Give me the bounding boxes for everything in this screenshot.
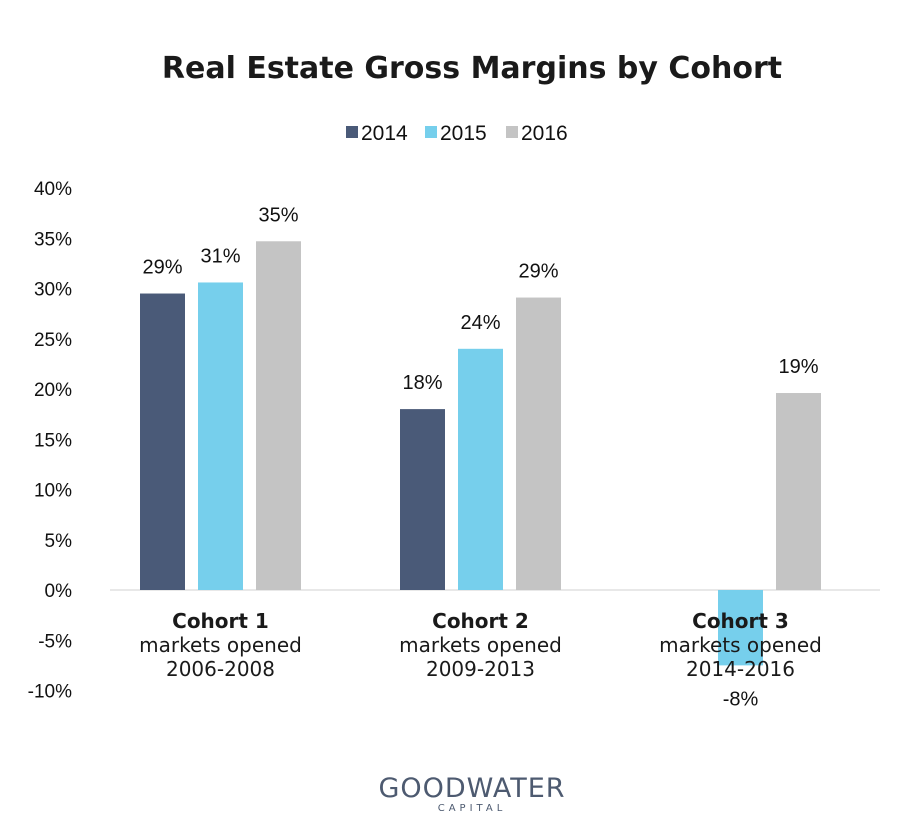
bars [140,241,821,666]
y-tick-label: 0% [45,581,73,602]
y-axis: 40% 35% 30% 25% 20% 15% 10% 5% 0% -5% -10% [28,179,72,703]
data-label: 24% [460,312,500,334]
data-label: 31% [200,245,240,267]
data-label: -8% [723,688,759,710]
category-name: Cohort 1 [172,609,269,633]
logo-subtext: CAPITAL [438,803,507,814]
legend-label-2015: 2015 [440,122,487,145]
bar-2016-cohort-1 [256,241,301,590]
y-tick-label: 15% [34,430,72,451]
data-label: 29% [518,261,558,283]
category-name: Cohort 3 [692,609,789,633]
bar-2015-cohort-1 [198,282,243,590]
data-label: 19% [778,356,818,378]
y-tick-label: 20% [34,380,72,401]
data-label: 35% [258,204,298,226]
data-label: 18% [402,372,442,394]
category-subtitle: markets opened [139,633,302,657]
y-tick-label: -10% [28,682,72,703]
data-labels: 29% 18% 31% 24% -8% 35% 29% 19% [142,204,818,710]
bar-2015-cohort-2 [458,348,503,590]
legend-swatch-2014 [346,126,358,138]
y-tick-label: 35% [34,229,72,250]
chart-title: Real Estate Gross Margins by Cohort [162,51,782,86]
category-name: Cohort 2 [432,609,529,633]
y-tick-label: 40% [34,179,72,200]
legend: 2014 2015 2016 [346,122,568,145]
legend-swatch-2016 [506,126,518,138]
category-subtitle: markets opened [399,633,562,657]
category-years: 2014-2016 [686,657,795,681]
y-tick-label: -5% [38,631,72,652]
logo-text: GOODWATER [378,773,565,804]
category-years: 2006-2008 [166,657,275,681]
bar-2014-cohort-2 [400,409,445,590]
goodwater-logo: GOODWATER CAPITAL [378,773,565,814]
y-tick-label: 5% [45,531,73,552]
bar-2016-cohort-2 [516,297,561,590]
legend-label-2016: 2016 [521,122,568,145]
y-tick-label: 25% [34,330,72,351]
y-tick-label: 30% [34,280,72,301]
legend-swatch-2015 [425,126,437,138]
data-label: 29% [142,257,182,279]
category-subtitle: markets opened [659,633,822,657]
bar-2016-cohort-3 [776,393,821,590]
y-tick-label: 10% [34,481,72,502]
bar-2014-cohort-1 [140,293,185,590]
category-years: 2009-2013 [426,657,535,681]
bar-2015-cohort-3 [718,590,763,666]
legend-label-2014: 2014 [361,122,408,145]
